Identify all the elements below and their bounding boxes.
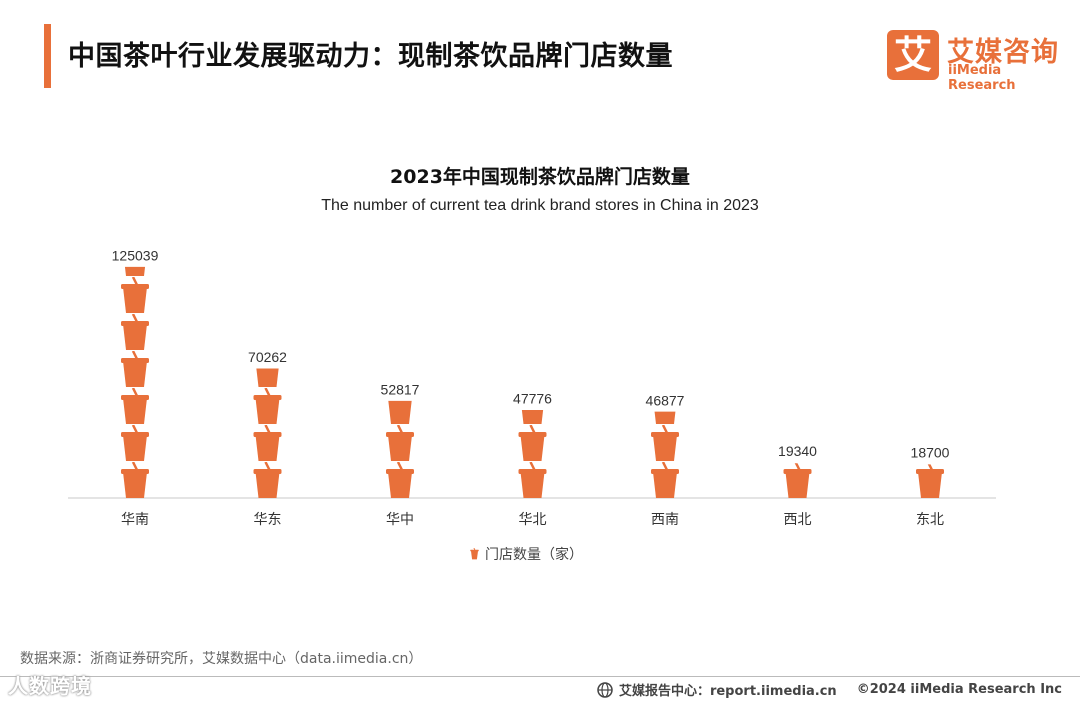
page-title: 中国茶叶行业发展驱动力：现制茶饮品牌门店数量 bbox=[68, 41, 673, 72]
bar-华北 bbox=[518, 410, 547, 498]
data-source: 数据来源：浙商证券研究所，艾媒数据中心（data.iimedia.cn） bbox=[20, 651, 423, 667]
value-label-华中: 52817 bbox=[381, 381, 420, 397]
report-center-link[interactable]: 艾媒报告中心：report.iimedia.cn bbox=[618, 684, 837, 699]
bar-华中 bbox=[386, 400, 414, 498]
bar-华南 bbox=[121, 266, 149, 498]
legend-label: 门店数量（家） bbox=[485, 547, 583, 563]
category-label-华中: 华中 bbox=[386, 512, 414, 528]
value-label-华东: 70262 bbox=[248, 349, 287, 365]
value-label-华南: 125039 bbox=[112, 248, 159, 264]
bar-华东 bbox=[253, 368, 282, 498]
chart-legend: 门店数量（家） bbox=[470, 544, 583, 564]
globe-icon bbox=[597, 681, 613, 698]
watermark-text: 人数跨境 bbox=[8, 674, 92, 698]
bar-西南 bbox=[651, 411, 679, 498]
category-label-华东: 华东 bbox=[254, 512, 282, 528]
category-label-东北: 东北 bbox=[916, 512, 944, 528]
category-label-西南: 西南 bbox=[651, 512, 679, 528]
bar-东北 bbox=[916, 464, 944, 498]
iimedia-logo: 艾 艾媒咨询 iiMedia Research bbox=[887, 30, 1067, 93]
value-label-东北: 18700 bbox=[911, 444, 950, 460]
copyright-text: ©2024 iiMedia Research Inc bbox=[856, 682, 1062, 697]
chart-title: 2023年中国现制茶饮品牌门店数量 bbox=[390, 166, 690, 188]
bar-西北 bbox=[783, 463, 812, 498]
category-label-华南: 华南 bbox=[121, 512, 149, 528]
footer-divider bbox=[0, 676, 1080, 677]
chart-subtitle: The number of current tea drink brand st… bbox=[321, 197, 759, 214]
logo-cn-text: 艾媒咨询 bbox=[947, 37, 1059, 68]
footer-info: 艾媒报告中心：report.iimedia.cn ©2024 iiMedia R… bbox=[597, 680, 1062, 699]
title-accent-bar bbox=[44, 24, 51, 88]
value-label-西北: 19340 bbox=[778, 443, 817, 459]
logo-en-text: iiMedia Research bbox=[948, 63, 1016, 93]
value-label-西南: 46877 bbox=[646, 392, 685, 408]
category-label-华北: 华北 bbox=[519, 512, 547, 528]
category-label-西北: 西北 bbox=[784, 512, 812, 528]
value-label-华北: 47776 bbox=[513, 391, 552, 407]
logo-mark: 艾 bbox=[887, 30, 939, 80]
cup-legend-icon bbox=[470, 548, 479, 560]
